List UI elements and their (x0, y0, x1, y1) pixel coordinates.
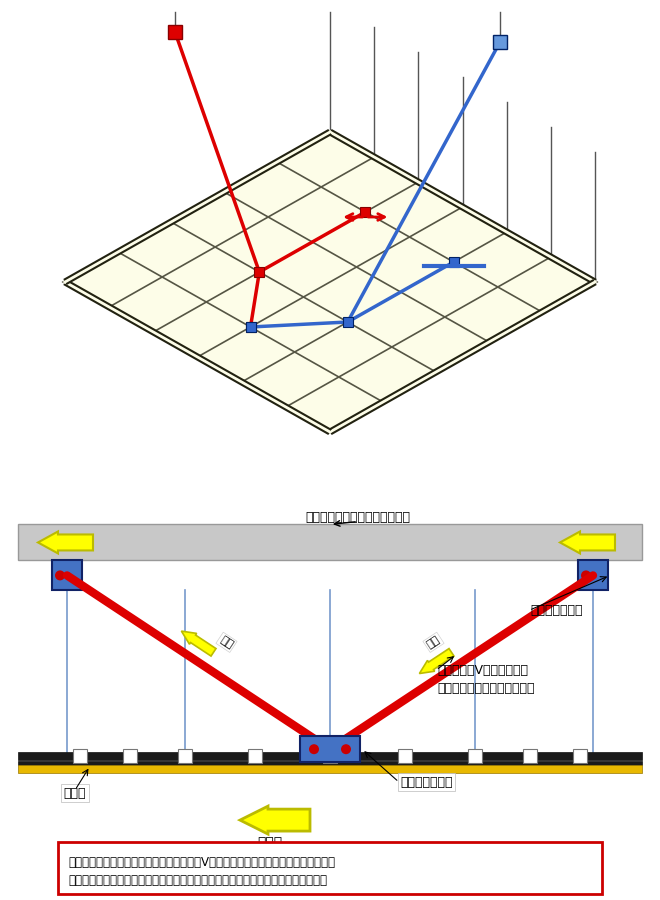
Text: 引張: 引張 (425, 634, 442, 650)
Bar (18, 752, 642, 760)
Circle shape (55, 571, 65, 580)
Bar (246, 322, 255, 332)
Bar (18, 761, 642, 765)
Bar (123, 749, 137, 763)
Text: 水平力: 水平力 (257, 836, 282, 850)
Bar (168, 25, 182, 39)
Bar (58, 842, 602, 894)
Bar (73, 749, 87, 763)
Bar (300, 736, 360, 762)
Bar (52, 561, 82, 590)
Bar (493, 35, 507, 49)
Bar (178, 749, 192, 763)
Text: 角型鋼管を使った引張圧縮材: 角型鋼管を使った引張圧縮材 (437, 682, 535, 695)
Bar (360, 207, 370, 217)
Polygon shape (65, 132, 595, 432)
FancyArrow shape (182, 631, 216, 656)
Bar (248, 749, 262, 763)
Bar (468, 749, 482, 763)
Bar (343, 317, 352, 327)
Bar (18, 765, 642, 773)
FancyArrow shape (240, 806, 310, 834)
Bar (398, 749, 412, 763)
Bar (578, 561, 608, 590)
Bar (449, 257, 459, 267)
Bar (573, 749, 587, 763)
Text: 斜め部材（V型ブレース）: 斜め部材（V型ブレース） (437, 664, 528, 677)
Text: 天井板: 天井板 (64, 787, 86, 799)
Bar (254, 267, 265, 277)
FancyArrow shape (38, 532, 93, 554)
Text: 躯体側接合金物: 躯体側接合金物 (530, 604, 583, 617)
Text: 上階のコンクリート床に確実に伝達することで、天井の揺れを防ぎ脱落させない。: 上階のコンクリート床に確実に伝達することで、天井の揺れを防ぎ脱落させない。 (68, 874, 327, 887)
Circle shape (341, 744, 351, 754)
Text: 天井に作用する水平力を天井側接合金物、V型ブレース、躯体側接合金物を介して、: 天井に作用する水平力を天井側接合金物、V型ブレース、躯体側接合金物を介して、 (68, 856, 335, 869)
Circle shape (309, 744, 319, 754)
FancyArrow shape (560, 532, 615, 554)
FancyArrow shape (419, 649, 454, 673)
Text: 支持構造部（コンクリート床）: 支持構造部（コンクリート床） (306, 511, 411, 524)
Text: 圧縮: 圧縮 (218, 634, 235, 650)
Text: 天井側接合金物: 天井側接合金物 (400, 776, 453, 788)
Bar (18, 525, 642, 561)
Circle shape (581, 571, 591, 580)
Bar (323, 749, 337, 763)
Bar (523, 749, 537, 763)
Bar (246, 322, 255, 332)
